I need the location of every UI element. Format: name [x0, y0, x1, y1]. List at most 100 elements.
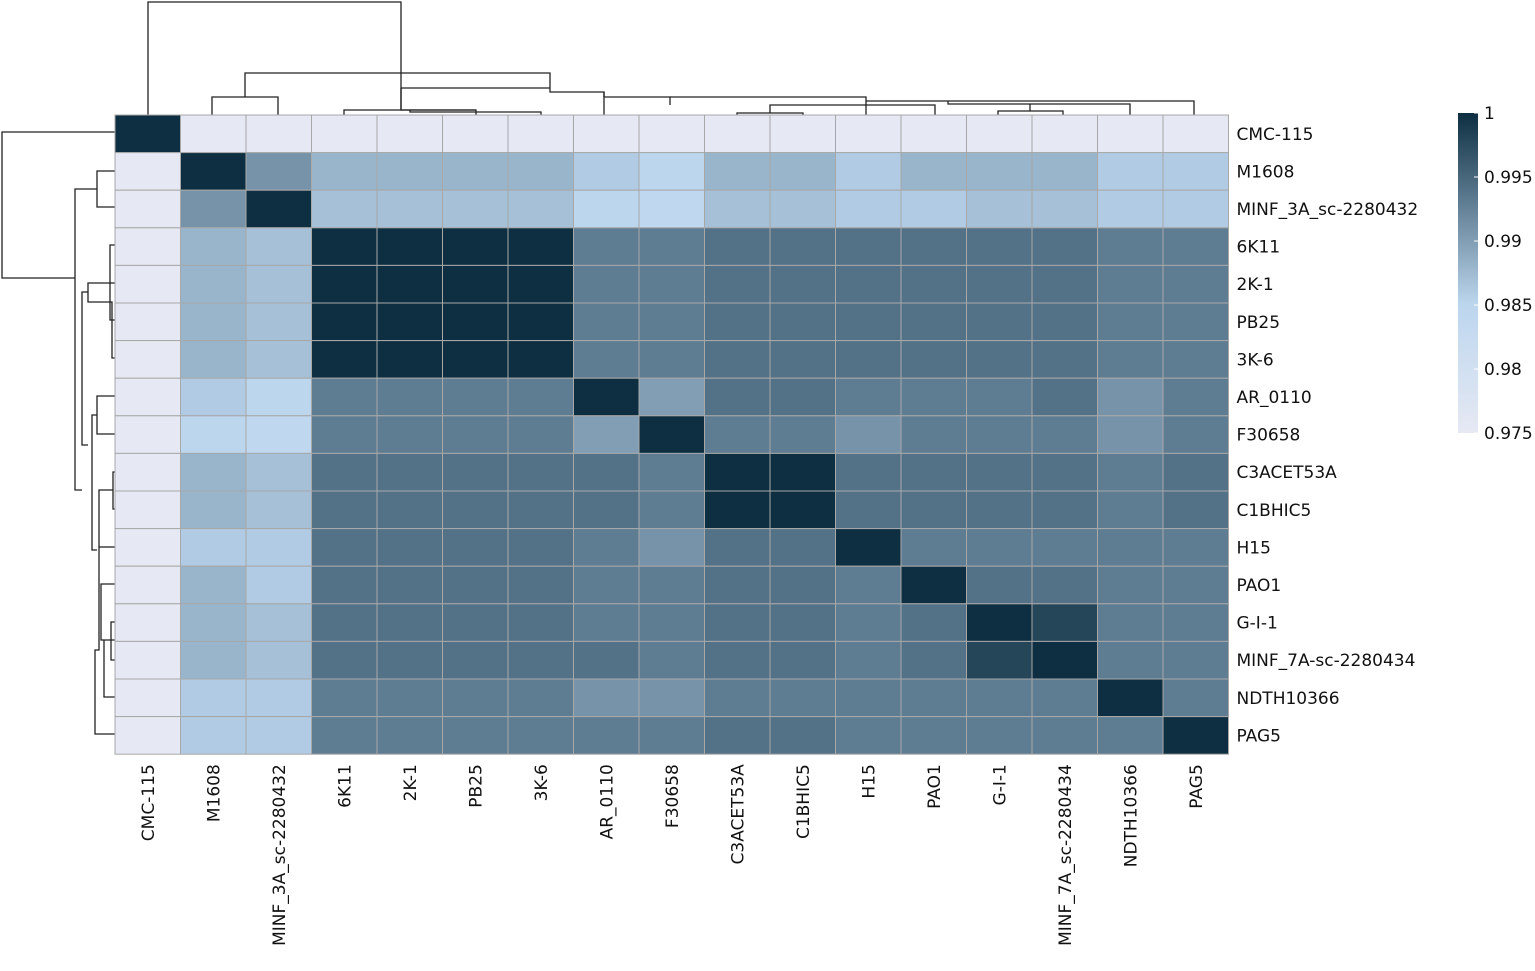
heatmap-cell [966, 716, 1033, 755]
heatmap-cell [376, 640, 443, 680]
heatmap-cell [1031, 603, 1098, 642]
heatmap-cell [1031, 452, 1098, 492]
heatmap-cell [1162, 227, 1229, 266]
heatmap-cell [835, 340, 902, 379]
heatmap-cell [966, 114, 1033, 154]
heatmap-cell [245, 528, 312, 567]
heatmap-cell [245, 603, 312, 642]
heatmap-cell [900, 528, 967, 567]
heatmap-cell [1031, 716, 1098, 755]
heatmap-cell [311, 189, 378, 229]
heatmap-cell [311, 415, 378, 454]
colorbar-gradient [1458, 113, 1478, 433]
heatmap-cell [573, 377, 640, 417]
heatmap-cell [638, 603, 705, 642]
heatmap-cell [900, 152, 967, 191]
heatmap-cell [573, 264, 640, 304]
heatmap-cell [114, 716, 181, 755]
heatmap-cell [245, 377, 312, 417]
heatmap-cell [180, 377, 247, 417]
heatmap-cell [180, 189, 247, 229]
heatmap-cell [769, 678, 836, 718]
heatmap-cell [900, 302, 967, 342]
row-label: MINF_3A_sc-2280432 [1237, 200, 1419, 220]
heatmap-cell [769, 227, 836, 266]
heatmap-cell [835, 640, 902, 680]
column-dendrogram [147, 1, 1195, 115]
heatmap-cell [1162, 189, 1229, 229]
heatmap-cell [835, 377, 902, 417]
column-label: 2K-1 [401, 764, 421, 801]
heatmap-cell [1162, 716, 1229, 755]
col-dendro-branch [549, 88, 605, 97]
row-dendro-branch [1, 131, 115, 279]
heatmap-cell [376, 565, 443, 605]
heatmap-cell [900, 264, 967, 304]
heatmap-cell [114, 603, 181, 642]
heatmap-cell [1097, 227, 1164, 266]
row-label: H15 [1237, 538, 1271, 558]
heatmap-cell [180, 452, 247, 492]
heatmap-cell [769, 189, 836, 229]
colorbar-tick-label: 0.98 [1484, 360, 1522, 380]
heatmap-cell [442, 603, 509, 642]
heatmap-cell [442, 716, 509, 755]
heatmap-cell [245, 490, 312, 530]
column-label: G-I-1 [990, 764, 1010, 805]
col-dendro-branch [147, 1, 402, 115]
heatmap-cell [442, 528, 509, 567]
heatmap-cell [180, 227, 247, 266]
heatmap-cell [507, 490, 574, 530]
heatmap-cell [1162, 678, 1229, 718]
heatmap-cell [442, 452, 509, 492]
column-label: M1608 [204, 764, 224, 822]
heatmap-cell [507, 565, 574, 605]
heatmap-cell [900, 189, 967, 229]
heatmap-cell [835, 302, 902, 342]
heatmap-cell [311, 452, 378, 492]
row-label: AR_0110 [1237, 388, 1312, 408]
row-label: PAO1 [1237, 576, 1282, 596]
heatmap-cell [966, 415, 1033, 454]
heatmap-cell [1097, 678, 1164, 718]
heatmap-cell [835, 152, 902, 191]
heatmap-cell [638, 678, 705, 718]
heatmap-cell [245, 189, 312, 229]
heatmap-cell [311, 490, 378, 530]
column-label: PAG5 [1187, 764, 1207, 808]
heatmap-cell [1162, 565, 1229, 605]
heatmap-cell [769, 603, 836, 642]
heatmap-cell [1031, 678, 1098, 718]
heatmap-cell [442, 264, 509, 304]
heatmap-cell [704, 490, 771, 530]
heatmap-cell [1097, 340, 1164, 379]
heatmap-cell [966, 302, 1033, 342]
heatmap-cell [507, 415, 574, 454]
heatmap-cell [507, 227, 574, 266]
heatmap-cell [900, 377, 967, 417]
heatmap-cell [573, 716, 640, 755]
heatmap-cell [769, 114, 836, 154]
heatmap-cell [1097, 114, 1164, 154]
colorbar-tick-label: 1 [1484, 104, 1495, 124]
heatmap-cell [704, 603, 771, 642]
heatmap-cell [180, 415, 247, 454]
heatmap-cell [573, 528, 640, 567]
column-labels: CMC-115 M1608 MINF_3A_sc-2280432 6K11 2K-1 PB… [139, 764, 1207, 946]
heatmap-cell [1031, 377, 1098, 417]
heatmap-cell [573, 340, 640, 379]
heatmap-cell [311, 716, 378, 755]
heatmap-cell [704, 264, 771, 304]
heatmap-cell [180, 678, 247, 718]
heatmap-cell [769, 152, 836, 191]
heatmap-cell [966, 603, 1033, 642]
heatmap-cell [507, 302, 574, 342]
heatmap-cell [311, 227, 378, 266]
heatmap-cell [180, 264, 247, 304]
heatmap-cell [1031, 565, 1098, 605]
heatmap-cell [638, 716, 705, 755]
heatmap-cell [442, 302, 509, 342]
column-label: C1BHIC5 [794, 764, 814, 839]
heatmap-cell [1031, 340, 1098, 379]
heatmap-cell [1031, 227, 1098, 266]
